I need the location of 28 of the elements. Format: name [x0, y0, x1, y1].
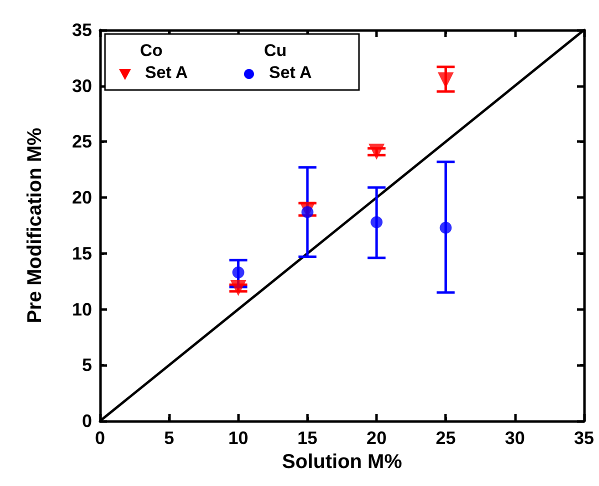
legend-label: Set A	[269, 63, 312, 82]
legend-label: Set A	[145, 63, 188, 82]
x-tick-label: 10	[228, 428, 248, 448]
y-tick-label: 10	[72, 299, 92, 320]
y-tick-label: 20	[72, 188, 92, 208]
y-axis-title: Pre Modification M%	[24, 128, 46, 324]
x-tick-label: 30	[504, 428, 525, 448]
point	[370, 216, 383, 228]
x-tick-label: 15	[297, 428, 318, 448]
point	[368, 144, 385, 160]
point	[232, 266, 244, 278]
point	[230, 280, 246, 296]
x-tick-label: 35	[574, 428, 594, 448]
x-tick-label: 0	[94, 428, 106, 448]
annotation: Cu	[264, 41, 287, 60]
point	[438, 72, 454, 88]
x-axis-title: Solution M%	[282, 450, 402, 473]
x-tick-label: 5	[164, 428, 174, 448]
y-tick-label: 35	[72, 20, 92, 40]
y-tick-label: 5	[82, 355, 92, 376]
y-tick-label: 25	[72, 132, 92, 152]
x-tick-label: 25	[436, 428, 456, 448]
x-tick-label: 20	[366, 428, 387, 448]
y-tick-label: 0	[82, 411, 92, 431]
y-tick-label: 30	[72, 76, 92, 96]
y-tick-label: 15	[72, 243, 92, 264]
point	[440, 222, 452, 234]
annotation: Co	[140, 41, 163, 60]
